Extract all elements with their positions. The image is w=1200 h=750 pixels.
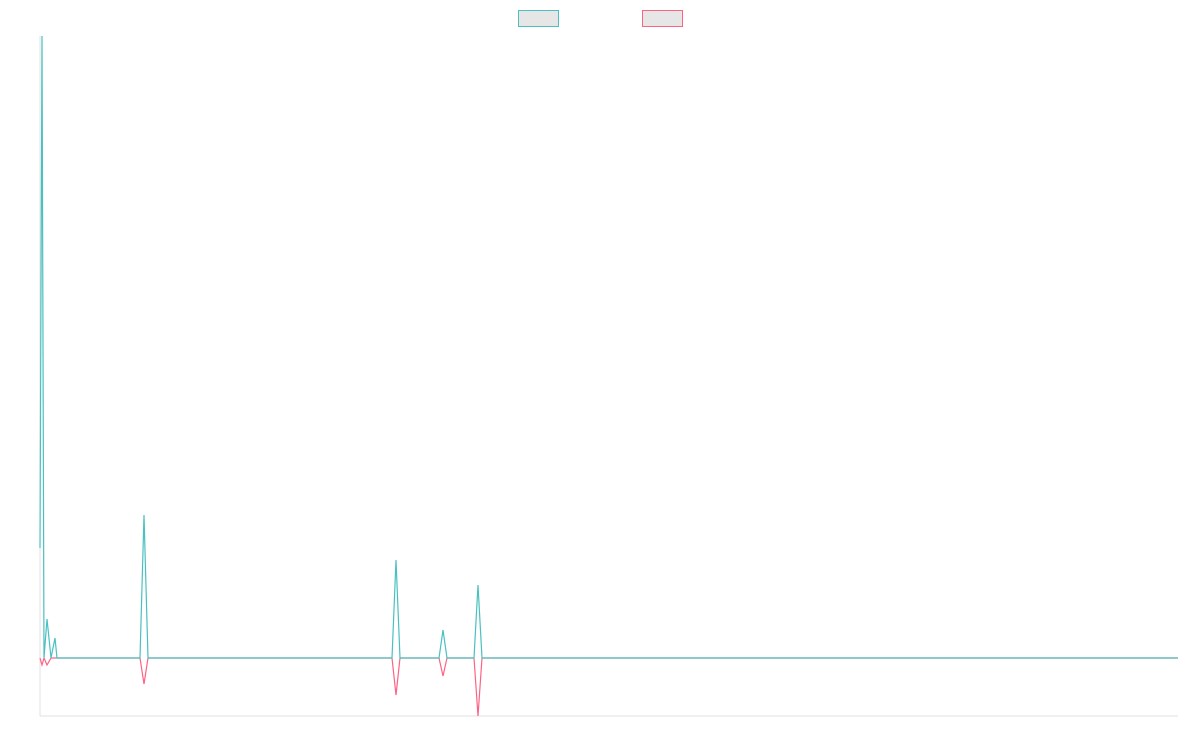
line-series [39, 35, 1178, 659]
line-series [39, 656, 1178, 717]
legend-swatch[interactable] [518, 10, 559, 27]
legend-swatch[interactable] [642, 10, 683, 27]
